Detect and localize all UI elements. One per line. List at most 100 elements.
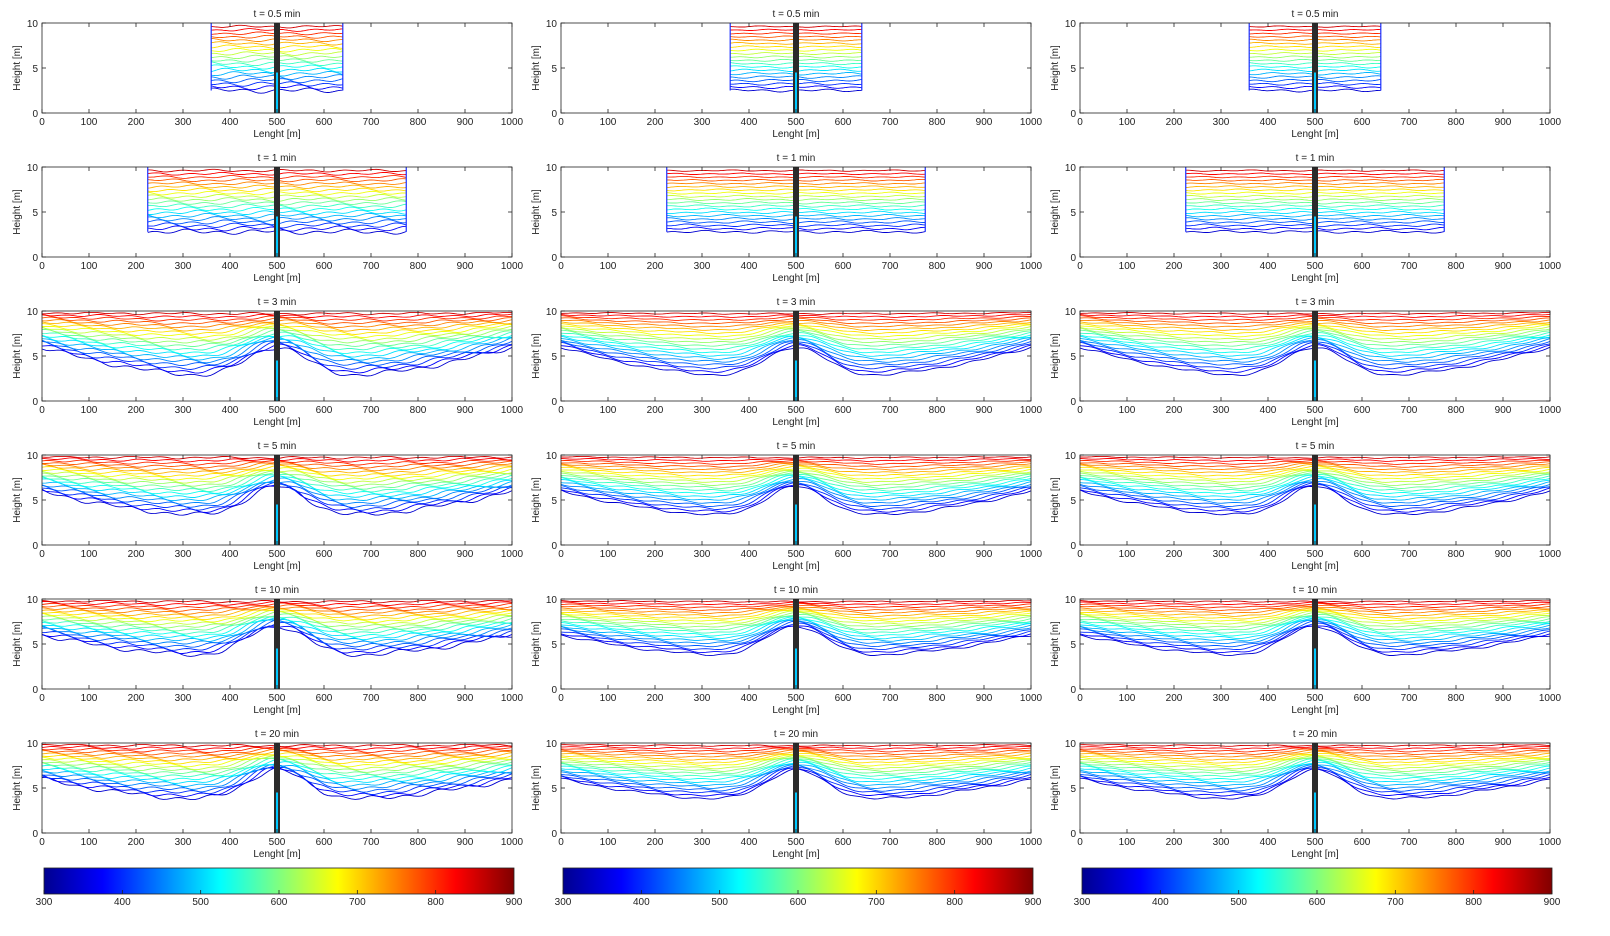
panel-title: t = 10 min (774, 585, 818, 596)
x-axis-label: Lenght [m] (253, 561, 300, 572)
x-tick-label: 1000 (501, 117, 524, 128)
y-tick-label: 0 (32, 109, 38, 120)
x-tick-label: 1000 (1539, 549, 1562, 560)
central-channel (1312, 743, 1318, 833)
panel-title: t = 20 min (255, 729, 299, 740)
x-tick-label: 900 (457, 549, 474, 560)
x-axis-label: Lenght [m] (1291, 849, 1338, 860)
y-tick-label: 10 (1065, 163, 1077, 174)
y-tick-label: 5 (551, 640, 557, 651)
central-channel (274, 167, 280, 257)
x-tick-label: 500 (1307, 117, 1324, 128)
x-tick-label: 300 (175, 837, 192, 848)
colorbar-tick-label: 700 (1387, 897, 1404, 908)
x-tick-label: 500 (1307, 837, 1324, 848)
panel-title: t = 10 min (255, 585, 299, 596)
y-axis-label: Height [m] (1050, 621, 1061, 667)
x-tick-label: 1000 (501, 405, 524, 416)
x-tick-label: 700 (1401, 837, 1418, 848)
x-tick-label: 500 (269, 837, 286, 848)
panel-r2-c1: 0 100 200 300 400 500 600 700 800 900 1000 0 5 10 t = … (531, 297, 1043, 428)
y-tick-label: 5 (32, 352, 38, 363)
y-tick-label: 0 (1070, 541, 1076, 552)
x-tick-label: 800 (1448, 405, 1465, 416)
x-tick-label: 100 (600, 261, 617, 272)
x-tick-label: 1000 (1020, 117, 1043, 128)
x-tick-label: 700 (1401, 549, 1418, 560)
colorbar-tick-label: 800 (427, 897, 444, 908)
x-axis-label: Lenght [m] (253, 705, 300, 716)
x-tick-label: 200 (647, 117, 664, 128)
x-tick-label: 300 (1213, 693, 1230, 704)
y-axis-label: Height [m] (12, 477, 23, 523)
x-tick-label: 1000 (501, 693, 524, 704)
y-axis-label: Height [m] (12, 765, 23, 811)
y-tick-label: 10 (1065, 595, 1077, 606)
x-tick-label: 0 (39, 405, 45, 416)
x-tick-label: 800 (929, 405, 946, 416)
x-tick-label: 700 (882, 693, 899, 704)
panel-title: t = 0.5 min (773, 9, 820, 20)
x-tick-label: 1000 (1020, 693, 1043, 704)
central-channel (1312, 599, 1318, 689)
y-tick-label: 0 (1070, 397, 1076, 408)
y-axis-label: Height [m] (531, 765, 542, 811)
y-tick-label: 5 (551, 64, 557, 75)
x-axis-label: Lenght [m] (1291, 417, 1338, 428)
y-axis-label: Height [m] (531, 189, 542, 235)
x-tick-label: 400 (1260, 693, 1277, 704)
y-tick-label: 0 (1070, 109, 1076, 120)
central-channel (793, 599, 799, 689)
panel-title: t = 20 min (1293, 729, 1337, 740)
y-tick-label: 10 (1065, 307, 1077, 318)
x-tick-label: 800 (410, 837, 427, 848)
x-tick-label: 0 (39, 549, 45, 560)
panel-title: t = 0.5 min (1292, 9, 1339, 20)
x-tick-label: 900 (976, 405, 993, 416)
panel-title: t = 5 min (258, 441, 297, 452)
x-tick-label: 300 (694, 693, 711, 704)
x-tick-label: 900 (1495, 117, 1512, 128)
x-tick-label: 400 (1260, 261, 1277, 272)
x-tick-label: 800 (1448, 837, 1465, 848)
x-tick-label: 200 (1166, 693, 1183, 704)
x-tick-label: 300 (1213, 117, 1230, 128)
x-tick-label: 200 (647, 837, 664, 848)
y-tick-label: 10 (27, 307, 39, 318)
x-tick-label: 0 (1077, 837, 1083, 848)
x-tick-label: 400 (741, 549, 758, 560)
x-tick-label: 900 (976, 693, 993, 704)
x-tick-label: 100 (81, 549, 98, 560)
x-tick-label: 900 (457, 117, 474, 128)
x-tick-label: 500 (1307, 405, 1324, 416)
colorbar-tick-label: 700 (349, 897, 366, 908)
x-tick-label: 700 (363, 117, 380, 128)
central-channel (274, 743, 280, 833)
colorbar-tick-label: 800 (1465, 897, 1482, 908)
x-tick-label: 200 (1166, 261, 1183, 272)
x-tick-label: 200 (128, 693, 145, 704)
x-tick-label: 100 (81, 693, 98, 704)
y-tick-label: 0 (1070, 829, 1076, 840)
x-tick-label: 200 (128, 117, 145, 128)
panel-r3-c1: 0 100 200 300 400 500 600 700 800 900 1000 0 5 10 t = … (531, 441, 1043, 572)
x-tick-label: 600 (835, 261, 852, 272)
x-tick-label: 600 (835, 405, 852, 416)
panel-title: t = 10 min (1293, 585, 1337, 596)
x-tick-label: 0 (1077, 261, 1083, 272)
x-tick-label: 400 (1260, 117, 1277, 128)
central-channel (274, 311, 280, 401)
central-channel (1312, 23, 1318, 113)
x-tick-label: 1000 (1539, 117, 1562, 128)
x-tick-label: 600 (1354, 117, 1371, 128)
central-channel (274, 23, 280, 113)
x-tick-label: 700 (882, 261, 899, 272)
x-tick-label: 400 (1260, 837, 1277, 848)
x-axis-label: Lenght [m] (1291, 561, 1338, 572)
central-channel (1312, 455, 1318, 545)
x-tick-label: 600 (1354, 837, 1371, 848)
y-tick-label: 10 (27, 595, 39, 606)
y-tick-label: 0 (551, 685, 557, 696)
y-tick-label: 5 (32, 640, 38, 651)
